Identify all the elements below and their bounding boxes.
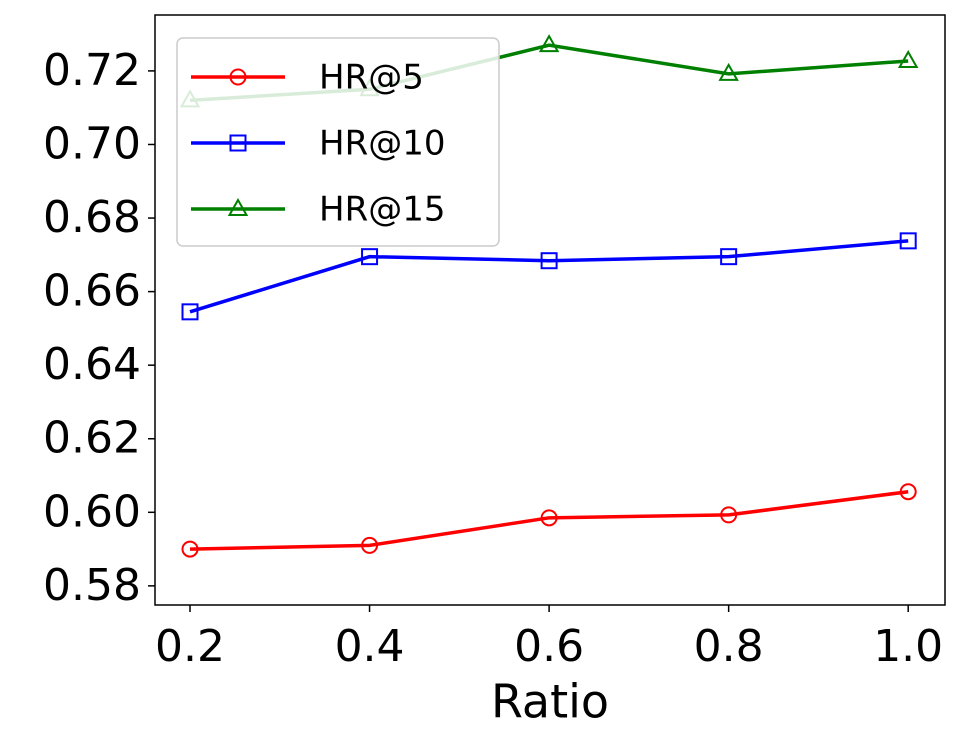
y-tick-label: 0.72 (43, 45, 141, 96)
y-tick-label: 0.60 (43, 486, 141, 537)
y-tick-label: 0.64 (43, 339, 141, 390)
legend-label: HR@15 (319, 190, 445, 230)
legend-box (176, 37, 500, 247)
legend-label: HR@5 (319, 58, 424, 98)
marker (229, 68, 247, 86)
series-line (189, 489, 909, 551)
plot-frame (154, 14, 946, 606)
y-tick-label: 0.66 (43, 266, 141, 317)
marker (361, 248, 379, 266)
marker (718, 62, 739, 81)
marker (227, 197, 249, 216)
legend-label: HR@10 (319, 124, 445, 164)
x-tick-label: 0.6 (514, 621, 584, 672)
marker (540, 252, 558, 270)
x-axis-label: Ratio (491, 675, 609, 729)
x-tick-label: 0.4 (335, 621, 405, 672)
marker (181, 540, 199, 558)
marker (361, 536, 379, 554)
series-line (189, 239, 909, 314)
y-tick-label: 0.70 (43, 118, 141, 169)
marker (720, 506, 738, 524)
marker (899, 483, 917, 501)
y-tick-label: 0.58 (43, 560, 141, 611)
marker (540, 509, 558, 527)
marker (897, 49, 919, 68)
marker (229, 134, 247, 152)
marker (181, 303, 199, 321)
x-tick-label: 0.2 (155, 621, 225, 672)
marker (720, 248, 738, 266)
y-tick-label: 0.62 (43, 413, 141, 464)
x-tick-label: 0.8 (694, 621, 764, 672)
marker (899, 232, 917, 250)
x-tick-label: 1.0 (873, 621, 943, 672)
y-tick-label: 0.68 (43, 192, 141, 243)
marker (538, 34, 560, 53)
